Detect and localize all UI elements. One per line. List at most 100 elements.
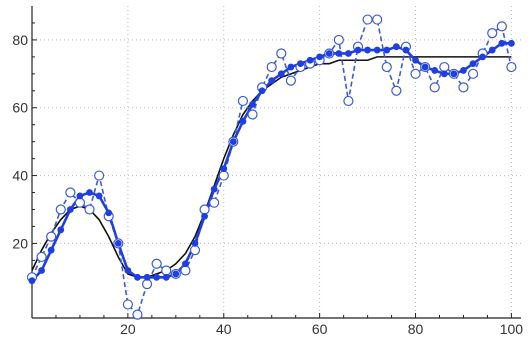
smoothed-data-point bbox=[220, 165, 228, 173]
raw-data-point bbox=[496, 21, 507, 32]
smoothed-data-point bbox=[76, 192, 84, 200]
raw-data-point bbox=[189, 245, 201, 256]
y-tick-label: 80 bbox=[12, 32, 28, 48]
x-tick-label: 100 bbox=[500, 321, 524, 337]
smoothed-data-point bbox=[316, 53, 324, 61]
raw-data-point bbox=[218, 170, 229, 181]
smoothed-data-point bbox=[201, 212, 208, 220]
smoothed-data-point bbox=[86, 189, 93, 196]
smoothed-data-point bbox=[287, 63, 295, 71]
smoothed-data-point bbox=[469, 60, 477, 68]
raw-data-point bbox=[74, 197, 86, 208]
raw-data-point bbox=[237, 95, 249, 107]
raw-data-point bbox=[36, 251, 47, 263]
smoothed-data-point bbox=[182, 260, 189, 268]
fit-curve bbox=[31, 56, 512, 279]
raw-data-point bbox=[487, 28, 498, 39]
raw-data-point bbox=[84, 204, 95, 215]
x-tick-label: 60 bbox=[312, 321, 328, 337]
raw-data-point bbox=[65, 187, 76, 198]
raw-data-point bbox=[391, 85, 402, 96]
y-tick-label: 20 bbox=[12, 235, 28, 251]
smoothed-data-point bbox=[105, 209, 113, 217]
raw-data-point bbox=[266, 61, 277, 73]
smoothed-data-point bbox=[373, 46, 381, 54]
smoothed-data-point bbox=[47, 246, 55, 254]
y-tick-label: 60 bbox=[12, 100, 28, 116]
smoothed-data-point bbox=[460, 67, 467, 74]
smoothed-data-point bbox=[402, 46, 410, 54]
raw-data-point bbox=[180, 265, 191, 276]
smoothed-data-point bbox=[306, 56, 314, 64]
smoothed-data-point bbox=[440, 70, 448, 78]
smoothed-data-point bbox=[239, 117, 247, 125]
smoothed-data-point bbox=[354, 46, 362, 54]
raw-data-point bbox=[209, 197, 220, 208]
raw-data-point bbox=[276, 48, 287, 59]
smoothed-data-point bbox=[66, 206, 74, 213]
smoothed-data-point bbox=[364, 46, 371, 54]
raw-data-point bbox=[285, 75, 296, 86]
raw-data-point bbox=[132, 309, 143, 320]
raw-data-point bbox=[122, 299, 133, 310]
smoothed-data-point bbox=[277, 70, 285, 78]
smoothed-data-point bbox=[325, 50, 333, 57]
smoothed-data-point bbox=[421, 63, 429, 71]
smoothed-data-point bbox=[383, 46, 391, 54]
smoothed-data-point bbox=[191, 239, 199, 247]
raw-data-point bbox=[458, 82, 469, 93]
raw-data-point bbox=[410, 68, 421, 79]
series-layer bbox=[26, 14, 517, 320]
smoothed-data-point bbox=[162, 273, 170, 281]
smoothed-data-point bbox=[508, 39, 515, 47]
raw-data-point bbox=[247, 109, 258, 120]
raw-data-point bbox=[467, 68, 479, 79]
smoothed-data-point bbox=[172, 270, 180, 278]
smoothed-data-point bbox=[134, 273, 141, 281]
raw-data-point bbox=[94, 170, 105, 181]
x-tick-label: 80 bbox=[408, 321, 424, 337]
raw-data-point bbox=[151, 258, 162, 269]
smoothed-data-point bbox=[143, 273, 151, 281]
smoothed-data-point bbox=[38, 267, 45, 274]
smoothed-data-point bbox=[95, 192, 103, 200]
raw-data-point bbox=[506, 61, 517, 73]
smoothed-data-point bbox=[249, 100, 256, 108]
raw-data-point bbox=[141, 278, 153, 290]
raw-data-point bbox=[343, 95, 354, 107]
raw-data-point bbox=[429, 82, 440, 93]
smoothed-data-point bbox=[28, 277, 36, 285]
raw-data-point bbox=[161, 265, 172, 276]
smoothed-data-point bbox=[258, 87, 266, 95]
y-tick-label: 40 bbox=[12, 168, 28, 184]
smoothed-data-point bbox=[431, 67, 439, 74]
raw-data-point bbox=[372, 14, 383, 25]
smoothed-data-point bbox=[268, 77, 276, 85]
x-tick-label: 40 bbox=[216, 321, 232, 337]
raw-data-point bbox=[333, 34, 344, 46]
raw-data-point bbox=[439, 61, 450, 73]
smoothed-data-point bbox=[335, 50, 343, 57]
smoothed-data-point bbox=[114, 239, 122, 247]
smoothed-data-point bbox=[124, 267, 132, 274]
smoothed-data-point bbox=[498, 39, 506, 47]
smoothed-data-point bbox=[57, 226, 65, 234]
raw-data-point bbox=[46, 231, 57, 242]
smoothed-data-point bbox=[229, 138, 237, 146]
smoothed-data-point bbox=[479, 53, 487, 61]
smoothed-data-point bbox=[488, 46, 496, 54]
raw-data-point bbox=[381, 61, 392, 73]
smoothed-data-point bbox=[450, 70, 458, 78]
smoothed-data-point bbox=[297, 60, 304, 68]
raw-data-point bbox=[199, 204, 210, 215]
raw-data-point bbox=[55, 204, 66, 215]
x-tick-label: 20 bbox=[120, 321, 136, 337]
smoothed-data-point bbox=[345, 50, 352, 57]
ticks-layer: 20 40 60 80 100 20 40 60 80 bbox=[12, 32, 523, 337]
smoothed-data-point bbox=[392, 43, 400, 51]
axes-layer bbox=[31, 6, 521, 319]
smoothed-data-point bbox=[210, 185, 218, 193]
raw-data-point bbox=[362, 14, 373, 25]
smoothed-data-point bbox=[153, 273, 161, 281]
